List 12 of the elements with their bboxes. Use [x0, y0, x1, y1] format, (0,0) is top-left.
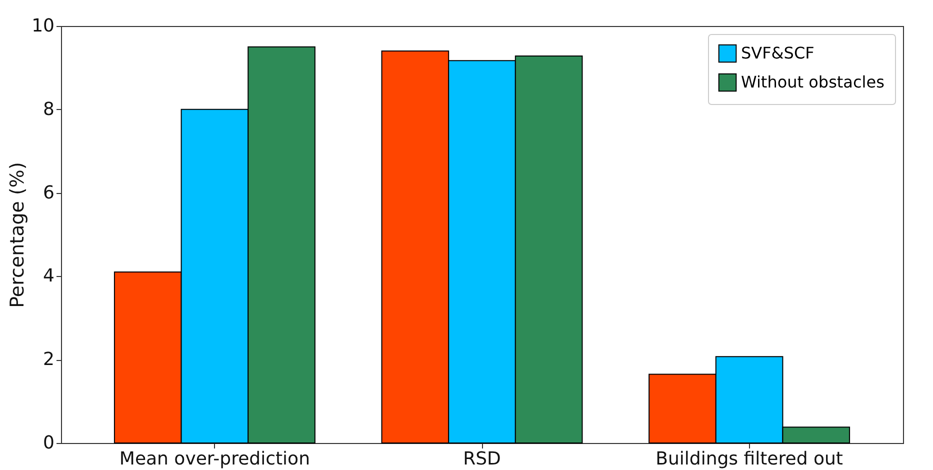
x-tick-label: RSD: [463, 448, 501, 470]
x-tick-label: Mean over-prediction: [119, 448, 310, 470]
legend-label: SVF&SCF: [741, 44, 814, 62]
y-tick-label: 8: [43, 98, 54, 120]
y-tick-label: 6: [43, 182, 54, 204]
y-tick-label: 0: [43, 432, 54, 454]
legend-label: Without obstacles: [741, 72, 884, 92]
x-tick-label: Buildings filtered out: [656, 448, 843, 470]
y-tick-label: 4: [43, 266, 54, 287]
y-tick-label: 2: [43, 349, 54, 370]
y-tick-label: 10: [32, 16, 54, 36]
y-axis-title: Percentage (%): [6, 162, 29, 308]
